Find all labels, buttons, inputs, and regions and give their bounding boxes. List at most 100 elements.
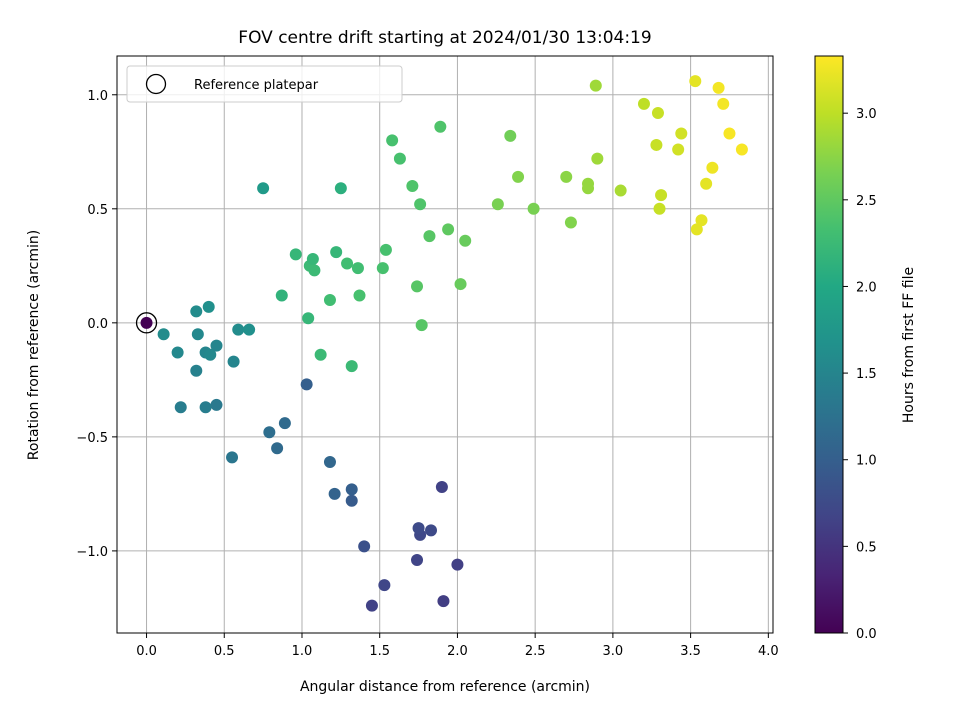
x-axis-label: Angular distance from reference (arcmin) — [300, 679, 590, 695]
scatter-point — [174, 401, 187, 414]
scatter-point — [651, 107, 664, 120]
scatter-point — [695, 214, 708, 227]
scatter-point — [582, 182, 595, 195]
legend-box — [126, 65, 403, 103]
x-tick-label: 3.0 — [603, 644, 624, 659]
scatter-point — [723, 127, 736, 140]
colorbar — [814, 55, 844, 634]
scatter-point — [323, 455, 336, 468]
colorbar-ticks: 0.0 0.5 1.0 1.5 2.0 2.5 3.0 — [843, 107, 877, 642]
scatter-point — [712, 81, 725, 94]
scatter-point — [379, 243, 392, 256]
scatter-point — [591, 152, 604, 165]
scatter-point — [345, 494, 358, 507]
scatter-point — [637, 97, 650, 110]
scatter-point — [672, 143, 685, 156]
scatter-point — [306, 252, 319, 265]
x-tick-label: 4.0 — [758, 644, 779, 659]
scatter-point — [351, 262, 364, 275]
scatter-point — [689, 75, 702, 88]
scatter-point — [227, 355, 240, 368]
x-tick-label: 1.0 — [292, 644, 313, 659]
scatter-point — [263, 426, 276, 439]
scatter-point — [243, 323, 256, 336]
scatter-point — [425, 524, 438, 537]
scatter-point — [171, 346, 184, 359]
scatter-point — [376, 262, 389, 275]
scatter-point — [210, 339, 223, 352]
scatter-point — [199, 401, 212, 414]
scatter-point — [302, 312, 315, 325]
x-tick-label: 0.0 — [136, 644, 157, 659]
colorbar-tick-label: 2.5 — [856, 194, 877, 209]
scatter-point — [140, 316, 153, 329]
scatter-point — [411, 554, 424, 567]
y-axis-ticks: −1.0 −0.5 0.0 0.5 1.0 — [76, 89, 117, 560]
scatter-point — [232, 323, 245, 336]
scatter-point — [226, 451, 239, 464]
y-tick-label: −0.5 — [76, 431, 108, 446]
y-axis-label: Rotation from reference (arcmin) — [26, 230, 42, 460]
scatter-point — [345, 483, 358, 496]
colorbar-tick-label: 0.0 — [856, 627, 877, 642]
scatter-point — [202, 300, 215, 313]
scatter-point — [435, 481, 448, 494]
scatter-point — [504, 129, 517, 142]
scatter-point — [735, 143, 748, 156]
scatter-point — [491, 198, 504, 211]
scatter-point — [690, 223, 703, 236]
scatter-point — [275, 289, 288, 302]
legend: Reference platepar — [126, 65, 403, 103]
scatter-point — [378, 579, 391, 592]
plot-frame — [116, 55, 774, 634]
scatter-point — [190, 305, 203, 318]
scatter-point — [406, 179, 419, 192]
scatter-point — [328, 487, 341, 500]
x-tick-label: 1.5 — [369, 644, 390, 659]
scatter-point — [308, 264, 321, 277]
scatter-point — [386, 134, 399, 147]
x-tick-label: 3.5 — [680, 644, 701, 659]
scatter-point — [412, 522, 425, 535]
y-tick-label: 0.5 — [87, 203, 108, 218]
scatter-point — [423, 230, 436, 243]
scatter-point — [454, 278, 467, 291]
y-tick-label: −1.0 — [76, 545, 108, 560]
legend-entry-reference: Reference platepar — [194, 78, 319, 93]
scatter-point — [655, 189, 668, 202]
chart-title: FOV centre drift starting at 2024/01/30 … — [238, 28, 651, 48]
scatter-point — [459, 234, 472, 247]
scatter-point — [345, 360, 358, 373]
scatter-point — [414, 198, 427, 211]
scatter-point — [437, 595, 450, 608]
x-tick-label: 2.5 — [525, 644, 546, 659]
scatter-point — [564, 216, 577, 229]
colorbar-tick-label: 1.0 — [856, 454, 877, 469]
scatter-point — [341, 257, 354, 270]
scatter-point — [257, 182, 270, 195]
scatter-point — [653, 202, 666, 215]
reference-marker-layer — [135, 312, 158, 334]
scatter-point — [190, 364, 203, 377]
scatter-point — [271, 442, 284, 455]
y-tick-label: 0.0 — [87, 317, 108, 332]
legend-reference-marker — [145, 73, 167, 95]
colorbar-tick-label: 2.0 — [856, 280, 877, 295]
scatter-point — [157, 328, 170, 341]
scatter-point — [415, 319, 428, 332]
scatter-point — [314, 348, 327, 361]
x-axis-ticks: 0.0 0.5 1.0 1.5 2.0 2.5 3.0 3.5 4.0 — [136, 633, 779, 659]
scatter-point — [717, 97, 730, 110]
scatter-point — [204, 348, 217, 361]
scatter-point — [614, 184, 627, 197]
colorbar-tick-label: 1.5 — [856, 367, 877, 382]
scatter-point — [300, 378, 313, 391]
reference-marker — [135, 312, 158, 334]
scatter-point — [191, 328, 204, 341]
scatter-point — [358, 540, 371, 553]
x-tick-label: 0.5 — [214, 644, 235, 659]
scatter-point — [393, 152, 406, 165]
colorbar-tick-label: 3.0 — [856, 107, 877, 122]
scatter-point — [451, 558, 464, 571]
scatter-point — [650, 138, 663, 151]
